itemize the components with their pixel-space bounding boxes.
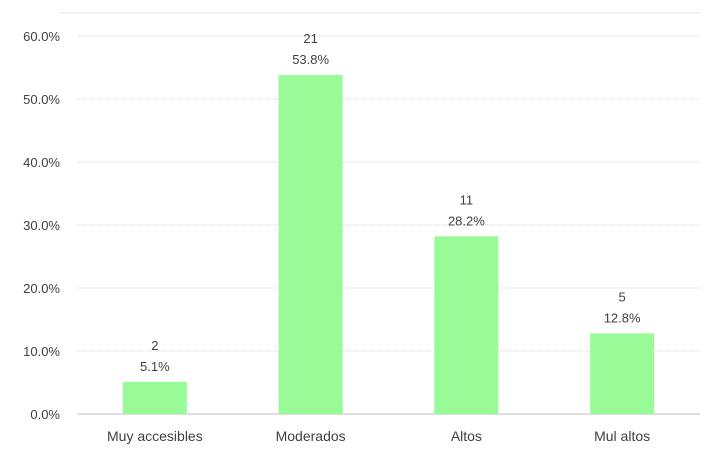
- data-label-percent: 5.1%: [140, 359, 170, 374]
- y-tick-label: 20.0%: [23, 281, 60, 296]
- y-tick-label: 60.0%: [23, 29, 60, 44]
- data-label-percent: 28.2%: [448, 213, 485, 228]
- data-label-count: 2: [151, 338, 158, 353]
- x-tick-label: Moderados: [276, 428, 346, 444]
- x-tick-label: Altos: [451, 428, 482, 444]
- data-label-count: 21: [303, 31, 317, 46]
- y-tick-label: 50.0%: [23, 92, 60, 107]
- x-tick-label: Muy accesibles: [107, 428, 203, 444]
- data-label-percent: 12.8%: [604, 310, 641, 325]
- data-label-percent: 53.8%: [292, 52, 329, 67]
- bar-moderados: [278, 75, 343, 414]
- bar-altos: [434, 236, 499, 414]
- x-tick-label: Mul altos: [594, 428, 650, 444]
- y-tick-label: 10.0%: [23, 344, 60, 359]
- gridlines: [77, 35, 700, 352]
- y-tick-label: 0.0%: [30, 407, 60, 422]
- bar-mul-altos: [590, 333, 655, 414]
- bars: [122, 75, 655, 414]
- bar-muy-accesibles: [122, 381, 187, 414]
- y-tick-label: 40.0%: [23, 155, 60, 170]
- data-label-count: 5: [619, 289, 626, 304]
- y-tick-label: 30.0%: [23, 218, 60, 233]
- data-labels: 2 5.1% 21 53.8% 11 28.2% 5 12.8%: [140, 31, 641, 374]
- data-label-count: 11: [460, 192, 474, 207]
